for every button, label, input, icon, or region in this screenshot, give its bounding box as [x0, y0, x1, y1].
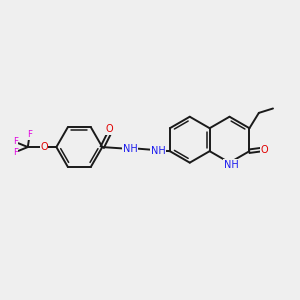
Text: F: F	[27, 130, 32, 139]
Text: O: O	[260, 145, 268, 155]
Text: O: O	[106, 124, 113, 134]
Text: F: F	[13, 148, 18, 157]
Text: F: F	[13, 137, 18, 146]
Text: NH: NH	[151, 146, 166, 156]
Text: NH: NH	[123, 143, 138, 154]
Text: NH: NH	[224, 160, 238, 170]
Text: O: O	[40, 142, 48, 152]
